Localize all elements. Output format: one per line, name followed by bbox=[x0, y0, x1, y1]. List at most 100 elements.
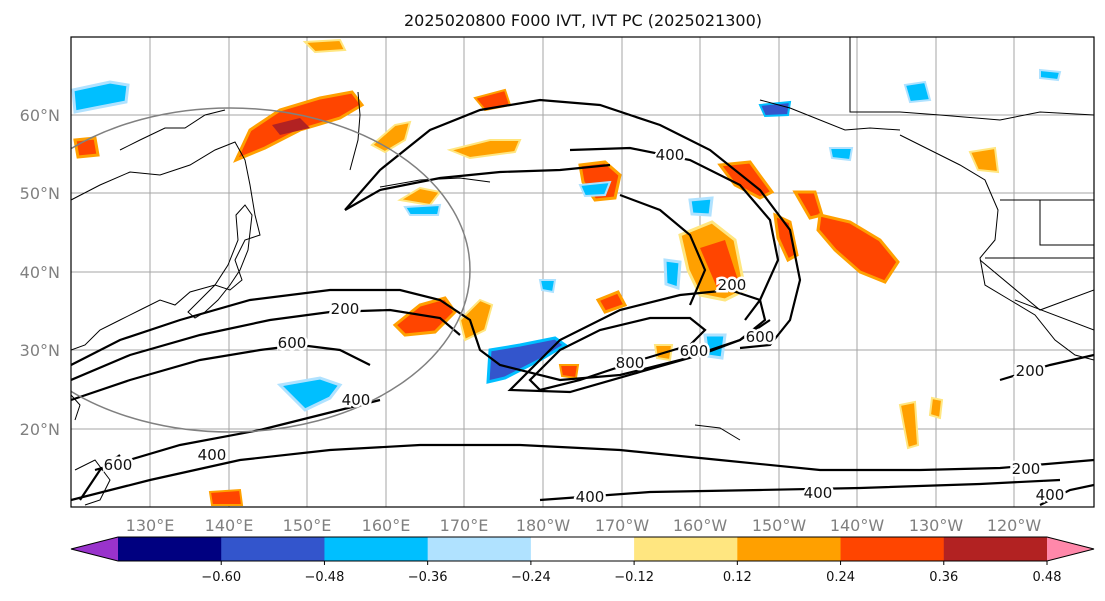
domain-circle bbox=[71, 107, 471, 433]
contour-label: 600 bbox=[278, 334, 307, 352]
lon-tick-label: 170°E bbox=[440, 516, 489, 535]
lat-tick-label: 20°N bbox=[20, 420, 60, 439]
contour-label: 600 bbox=[104, 456, 133, 474]
colorbar-tick-label: 0.48 bbox=[1033, 570, 1062, 585]
contour-label: 400 bbox=[804, 484, 833, 502]
lon-tick-label: 170°W bbox=[595, 516, 650, 535]
positive-anomaly-top bbox=[302, 38, 347, 54]
colorbar-segment bbox=[737, 537, 842, 561]
negative-anomaly-north-america bbox=[1039, 68, 1062, 82]
negative-anomaly-alaska bbox=[903, 80, 932, 104]
colorbar-tick-label: 0.24 bbox=[826, 570, 855, 585]
map-title: 2025020800 F000 IVT, IVT PC (2025021300) bbox=[404, 11, 762, 30]
lon-tick-label: 150°W bbox=[752, 516, 807, 535]
ivt-800-core bbox=[528, 316, 707, 392]
negative-anomaly-west-edge bbox=[71, 80, 130, 114]
positive-anomaly-150w bbox=[773, 212, 799, 263]
lat-tick-label: 60°N bbox=[20, 106, 60, 125]
lon-tick-label: 160°E bbox=[362, 516, 411, 535]
north-america-coast bbox=[899, 134, 1094, 361]
colorbar-tick-label: −0.60 bbox=[201, 570, 241, 585]
map-frame bbox=[70, 36, 1095, 508]
ivt-200-south bbox=[71, 288, 771, 382]
lon-tick-label: 180°W bbox=[516, 516, 571, 535]
colorbar-tick-label: −0.24 bbox=[511, 570, 551, 585]
colorbar: −0.60 −0.48 −0.36 −0.24 −0.12 0.12 0.24 0.36 0.4… bbox=[70, 536, 1095, 585]
ivt-400-bottom bbox=[539, 478, 1061, 502]
strong-anomaly-kamchatka bbox=[272, 118, 310, 135]
ivt-400-mid bbox=[71, 308, 461, 382]
lat-tick-label: 30°N bbox=[20, 341, 60, 360]
contour-label: 200 bbox=[1012, 460, 1041, 478]
lon-tick-label: 120°W bbox=[987, 516, 1042, 535]
positive-anomaly-28n bbox=[558, 364, 580, 380]
lon-tick-labels: 130°E 140°E 150°E 160°E 170°E 180°W 170°… bbox=[126, 516, 1042, 535]
lon-tick-label: 140°E bbox=[205, 516, 254, 535]
contour-label: 400 bbox=[656, 146, 685, 164]
colorbar-segment bbox=[324, 537, 429, 561]
contour-label: 200 bbox=[1016, 362, 1045, 380]
positive-anomaly-33n bbox=[595, 290, 628, 314]
okhotsk-coast bbox=[119, 109, 226, 151]
colorbar-segment bbox=[943, 537, 1048, 561]
alaska-border bbox=[849, 37, 1094, 121]
contour-label: 400 bbox=[576, 488, 605, 506]
contour-labels: 200 200 200 200 400 400 400 400 400 600 … bbox=[101, 144, 1067, 508]
lat-tick-labels: 20°N 30°N 40°N 50°N 60°N bbox=[20, 106, 60, 439]
contour-label: 200 bbox=[718, 276, 747, 294]
negative-anomaly-54n bbox=[828, 147, 854, 162]
colorbar-tick-label: −0.48 bbox=[305, 570, 345, 585]
coastlines bbox=[71, 37, 1094, 506]
colorbar-segment bbox=[221, 537, 325, 561]
contour-label: 400 bbox=[198, 446, 227, 464]
contour-label: 800 bbox=[616, 354, 645, 372]
negative-anomaly-subtropical-jet bbox=[486, 336, 568, 384]
colorbar-outline bbox=[70, 536, 1095, 562]
colorbar-tick-label: −0.36 bbox=[408, 570, 448, 585]
colorbar-tick-label: 0.36 bbox=[929, 570, 958, 585]
ivt-600-west bbox=[71, 343, 371, 402]
east-asia-coast bbox=[71, 141, 261, 351]
colorbar-extend-high bbox=[1047, 537, 1094, 561]
lon-tick-label: 130°E bbox=[126, 516, 175, 535]
contour-label: 400 bbox=[1036, 486, 1065, 504]
contour-label: 200 bbox=[331, 300, 360, 318]
positive-anomaly-subtropical bbox=[898, 400, 920, 450]
colorbar-tick-label: −0.12 bbox=[614, 570, 654, 585]
positive-anomaly-bottom bbox=[208, 488, 244, 506]
positive-anomaly-alaska-coast bbox=[968, 146, 1000, 174]
lon-tick-label: 150°E bbox=[283, 516, 332, 535]
lon-tick-label: 140°W bbox=[830, 516, 885, 535]
lon-tick-label: 160°W bbox=[673, 516, 728, 535]
positive-anomaly-north-pacific bbox=[446, 139, 522, 160]
negative-anomaly-50n bbox=[578, 180, 612, 198]
colorbar-segment bbox=[427, 537, 532, 561]
lat-tick-label: 50°N bbox=[20, 184, 60, 203]
strong-anomaly-central-pacific bbox=[700, 240, 738, 290]
colorbar-segment bbox=[530, 537, 635, 561]
colorbar-segment bbox=[840, 537, 945, 561]
ivt-pc-negative-shading bbox=[71, 68, 1062, 412]
ivt-200-inner-north bbox=[344, 163, 611, 211]
colorbar-segment bbox=[118, 537, 222, 561]
colorbar-extend-low bbox=[71, 537, 118, 561]
colorbar-segment bbox=[634, 537, 738, 561]
hawaii-islands bbox=[694, 424, 741, 441]
ivt-200-east bbox=[999, 353, 1094, 382]
positive-anomaly-northeast-pacific bbox=[816, 213, 900, 284]
aleutian-chain bbox=[759, 99, 901, 131]
contour-label: 600 bbox=[680, 342, 709, 360]
ivt-400-east bbox=[1039, 483, 1094, 506]
positive-anomaly-175e bbox=[458, 298, 494, 342]
lon-tick-label: 130°W bbox=[909, 516, 964, 535]
negative-anomaly-165w bbox=[663, 258, 682, 291]
philippines-coast bbox=[74, 459, 111, 506]
mexico-border bbox=[1014, 299, 1094, 331]
negative-anomaly-25n bbox=[276, 376, 343, 412]
kamchatka-coast bbox=[349, 91, 361, 171]
ivt-600-core bbox=[507, 288, 767, 394]
colorbar-tick-label: 0.12 bbox=[723, 570, 752, 585]
negative-anomaly-48n bbox=[403, 203, 442, 216]
ivt-600-southwest bbox=[79, 454, 121, 501]
